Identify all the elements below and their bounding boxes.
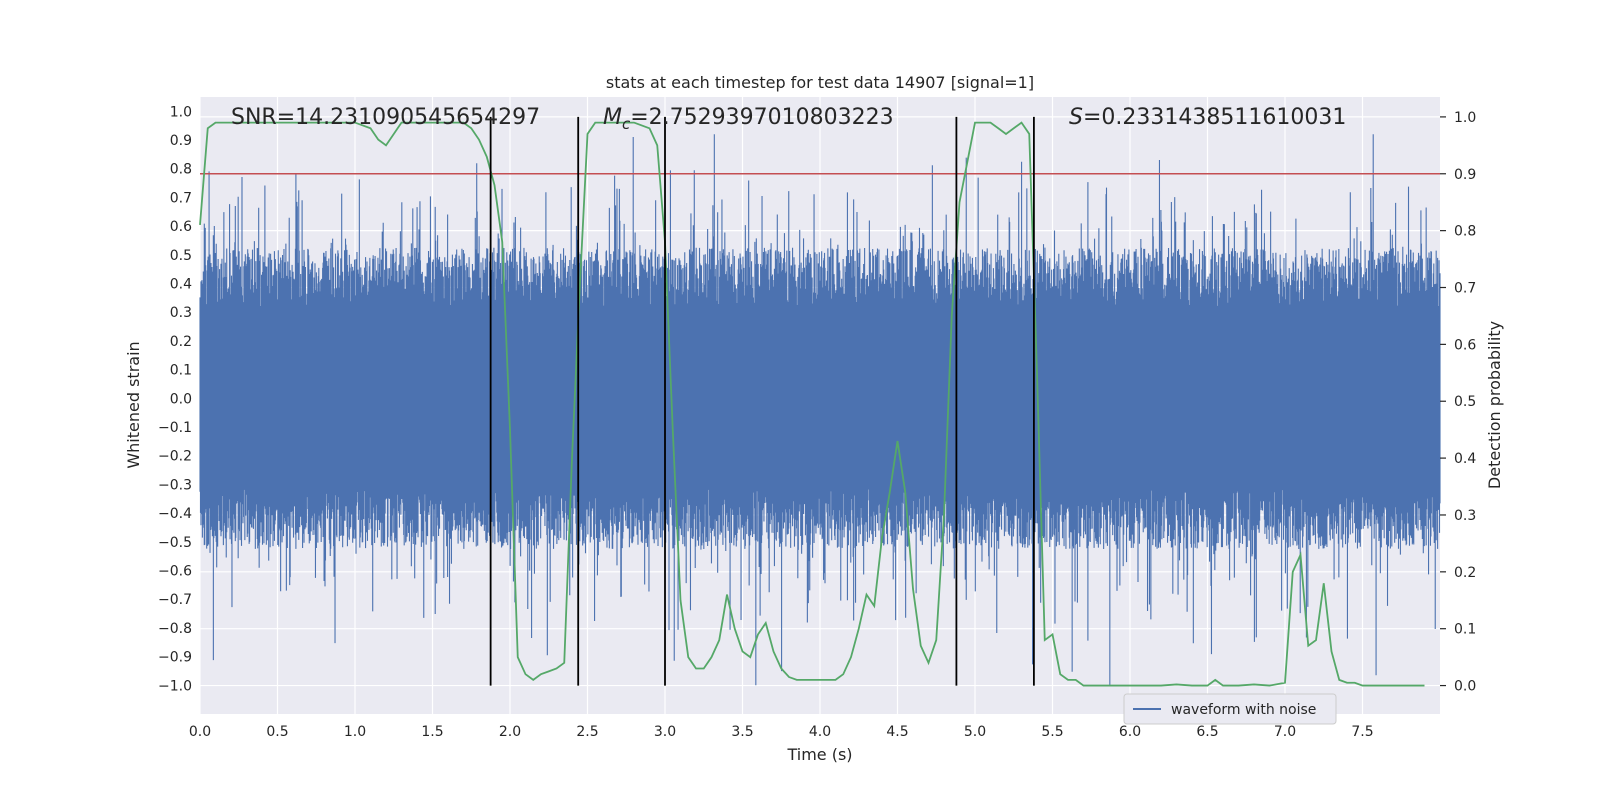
probability-series <box>199 121 1425 687</box>
y-left-tick-label: 0.3 <box>170 305 192 321</box>
y-right-axis-label: Detection probability <box>1485 321 1504 489</box>
x-tick-label: 5.0 <box>964 724 986 740</box>
y-left-tick-label: 1.0 <box>170 104 192 120</box>
s-annotation: S=0.2331438511610031 <box>1069 105 1346 130</box>
x-tick-label: 7.0 <box>1274 724 1296 740</box>
x-tick-label: 6.5 <box>1196 724 1218 740</box>
snr-annotation: SNR=14.231090545654297 <box>231 105 540 130</box>
x-tick-label: 0.0 <box>189 724 211 740</box>
y-left-tick-label: 0.6 <box>170 219 192 235</box>
mc-symbol: M <box>603 105 622 130</box>
mc-value: =2.7529397010803223 <box>630 105 893 130</box>
strain-series <box>199 134 1441 686</box>
y-right-tick-label: 0.2 <box>1454 565 1476 581</box>
y-left-tick-label: −0.1 <box>158 420 192 436</box>
y-left-tick-label: 0.9 <box>170 133 192 149</box>
y-left-tick-label: 0.7 <box>170 190 192 206</box>
y-left-tick-label: −0.9 <box>158 650 192 666</box>
y-left-tick-label: −1.0 <box>158 678 192 694</box>
x-tick-label: 6.0 <box>1119 724 1141 740</box>
s-symbol: S <box>1069 105 1083 130</box>
probability-line <box>199 121 1425 687</box>
y-right-tick-label: 1.0 <box>1454 110 1476 126</box>
y-left-tick-label: −0.5 <box>158 535 192 551</box>
x-tick-label: 3.0 <box>654 724 676 740</box>
y-left-axis-label: Whitened strain <box>124 341 143 468</box>
x-tick-label: 2.0 <box>499 724 521 740</box>
y-left-tick-label: −0.4 <box>158 506 192 522</box>
vertical-markers <box>489 116 1035 686</box>
x-tick-label: 0.5 <box>266 724 288 740</box>
y-left-ticks: 1.0 0.9 0.8 0.7 0.6 0.5 0.4 0.3 0.2 0.1 0.0 −0.1 −0.… <box>158 104 192 694</box>
y-left-tick-label: −0.6 <box>158 564 192 580</box>
y-right-tick-label: 0.5 <box>1454 394 1476 410</box>
y-right-tick-label: 0.6 <box>1454 337 1476 353</box>
x-tick-label: 2.5 <box>576 724 598 740</box>
y-left-tick-label: −0.7 <box>158 592 192 608</box>
y-right-tick-label: 0.0 <box>1454 679 1476 695</box>
y-left-tick-label: −0.8 <box>158 621 192 637</box>
y-left-tick-label: −0.2 <box>158 449 192 465</box>
x-tick-label: 4.0 <box>809 724 831 740</box>
y-left-tick-label: 0.0 <box>170 391 192 407</box>
y-left-tick-label: 0.4 <box>170 277 192 293</box>
y-left-tick-label: 0.8 <box>170 162 192 178</box>
x-axis-label: Time (s) <box>786 745 852 764</box>
legend-box <box>1123 693 1337 725</box>
y-right-tick-label: 0.7 <box>1454 281 1476 297</box>
legend-label-waveform: waveform with noise <box>1171 702 1316 718</box>
y-right-ticks: 1.0 0.9 0.8 0.7 0.6 0.5 0.4 0.3 0.2 0.1 0.0 <box>1440 110 1476 695</box>
y-right-tick-label: 0.8 <box>1454 224 1476 240</box>
chart-title: stats at each timestep for test data 149… <box>606 73 1034 92</box>
y-right-tick-label: 0.9 <box>1454 167 1476 183</box>
x-tick-label: 5.5 <box>1041 724 1063 740</box>
y-left-tick-label: 0.1 <box>170 363 192 379</box>
y-right-tick-label: 0.1 <box>1454 622 1476 638</box>
x-tick-label: 4.5 <box>886 724 908 740</box>
x-tick-label: 3.5 <box>731 724 753 740</box>
legend: waveform with noise <box>1123 693 1337 725</box>
strain-trace <box>199 134 1441 686</box>
x-tick-label: 1.5 <box>421 724 443 740</box>
y-right-tick-label: 0.4 <box>1454 451 1476 467</box>
y-left-tick-label: 0.2 <box>170 334 192 350</box>
x-axis-ticks: 0.0 0.5 1.0 1.5 2.0 2.5 3.0 3.5 4.0 4.5 5.0 5.5 6.0 6… <box>189 724 1374 740</box>
y-right-tick-label: 0.3 <box>1454 508 1476 524</box>
y-left-tick-label: 0.5 <box>170 248 192 264</box>
x-tick-label: 7.5 <box>1351 724 1373 740</box>
mc-subscript: c <box>622 115 631 133</box>
s-value: =0.2331438511610031 <box>1083 105 1346 130</box>
y-left-tick-label: −0.3 <box>158 477 192 493</box>
x-tick-label: 1.0 <box>344 724 366 740</box>
chirp-mass-annotation: Mc=2.7529397010803223 <box>603 105 894 133</box>
